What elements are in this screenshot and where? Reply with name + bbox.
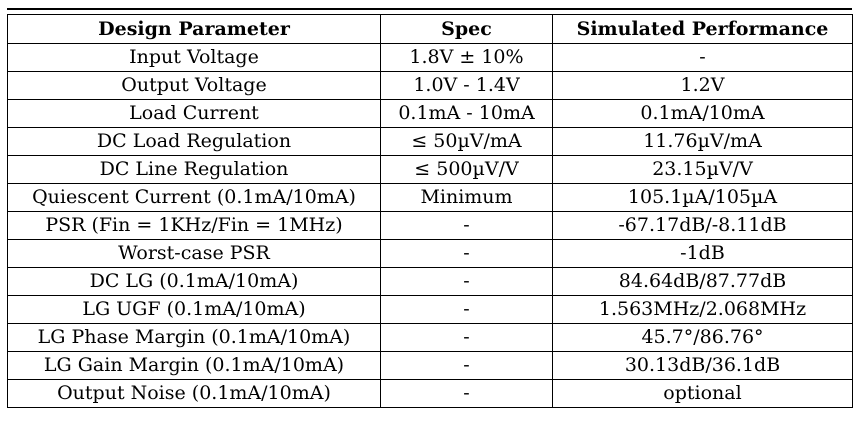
cell-design-parameter: Output Voltage [7,71,381,100]
cell-simulated-performance: 11.76µV/mA [552,127,853,156]
cell-spec: Minimum [380,183,553,212]
cell-simulated-performance: 0.1mA/10mA [552,99,853,128]
cell-design-parameter: Worst-case PSR [7,239,381,268]
table-row: LG Phase Margin (0.1mA/10mA) -45.7°/86.76… [7,323,853,352]
table-row: Output Noise (0.1mA/10mA) - optional [7,379,853,408]
cell-design-parameter: LG Phase Margin (0.1mA/10mA) [7,323,381,352]
cell-simulated-performance: 30.13dB/36.1dB [552,351,853,380]
cell-spec: 0.1mA - 10mA [380,99,553,128]
cell-simulated-performance: 1.2V [552,71,853,100]
cell-spec: - [380,267,553,296]
cell-simulated-performance: 105.1µA/105µA [552,183,853,212]
cell-simulated-performance: -67.17dB/-8.11dB [552,211,853,240]
table-row: Output Voltage 1.0V - 1.4V 1.2V [7,71,853,100]
cell-simulated-performance: - [552,43,853,72]
cell-spec: - [380,211,553,240]
cell-design-parameter: LG UGF (0.1mA/10mA) [7,295,381,324]
table-row: Load Current 0.1mA - 10mA 0.1mA/10mA [7,99,853,128]
design-spec-table: Design Parameter Spec Simulated Performa… [7,14,853,408]
cell-simulated-performance: optional [552,379,853,408]
header-design-parameter: Design Parameter [7,14,381,44]
cell-design-parameter: DC LG (0.1mA/10mA) [7,267,381,296]
table-row: Input Voltage 1.8V ± 10% - [7,43,853,72]
cell-simulated-performance: 45.7°/86.76° [552,323,853,352]
cell-spec: 1.8V ± 10% [380,43,553,72]
cell-simulated-performance: 1.563MHz/2.068MHz [552,295,853,324]
cell-design-parameter: Quiescent Current (0.1mA/10mA) [7,183,381,212]
cell-design-parameter: PSR (Fin = 1KHz/Fin = 1MHz) [7,211,381,240]
cell-design-parameter: Load Current [7,99,381,128]
cell-design-parameter: DC Load Regulation [7,127,381,156]
cell-spec: 1.0V - 1.4V [380,71,553,100]
header-spec: Spec [380,14,553,44]
cell-spec: - [380,351,553,380]
table-top-rule [7,8,852,10]
table-row: Quiescent Current (0.1mA/10mA) Minimum 105… [7,183,853,212]
table-row: DC LG (0.1mA/10mA) -84.64dB/87.77dB [7,267,853,296]
cell-spec: ≤ 500µV/V [380,155,553,184]
cell-design-parameter: DC Line Regulation [7,155,381,184]
table-row: PSR (Fin = 1KHz/Fin = 1MHz) - -67.17dB/-8.… [7,211,853,240]
header-simulated-performance: Simulated Performance [552,14,853,44]
cell-design-parameter: LG Gain Margin (0.1mA/10mA) [7,351,381,380]
cell-simulated-performance: 23.15µV/V [552,155,853,184]
cell-spec: ≤ 50µV/mA [380,127,553,156]
cell-spec: - [380,323,553,352]
cell-simulated-performance: -1dB [552,239,853,268]
header-row: Design Parameter Spec Simulated Performa… [7,14,853,44]
table-header: Design Parameter Spec Simulated Performa… [7,14,853,44]
cell-spec: - [380,379,553,408]
table-row: DC Load Regulation ≤ 50µV/mA 11.76µV/mA [7,127,853,156]
table-body: Input Voltage 1.8V ± 10% - Output Voltage 1.… [7,43,853,408]
caption-fragment [248,0,308,3]
table-row: LG UGF (0.1mA/10mA) -1.563MHz/2.068MHz [7,295,853,324]
table-row: Worst-case PSR - -1dB [7,239,853,268]
cell-design-parameter: Input Voltage [7,43,381,72]
cell-spec: - [380,239,553,268]
cell-simulated-performance: 84.64dB/87.77dB [552,267,853,296]
cell-spec: - [380,295,553,324]
table-row: LG Gain Margin (0.1mA/10mA) -30.13dB/36.1… [7,351,853,380]
table-row: DC Line Regulation ≤ 500µV/V 23.15µV/V [7,155,853,184]
cell-design-parameter: Output Noise (0.1mA/10mA) [7,379,381,408]
